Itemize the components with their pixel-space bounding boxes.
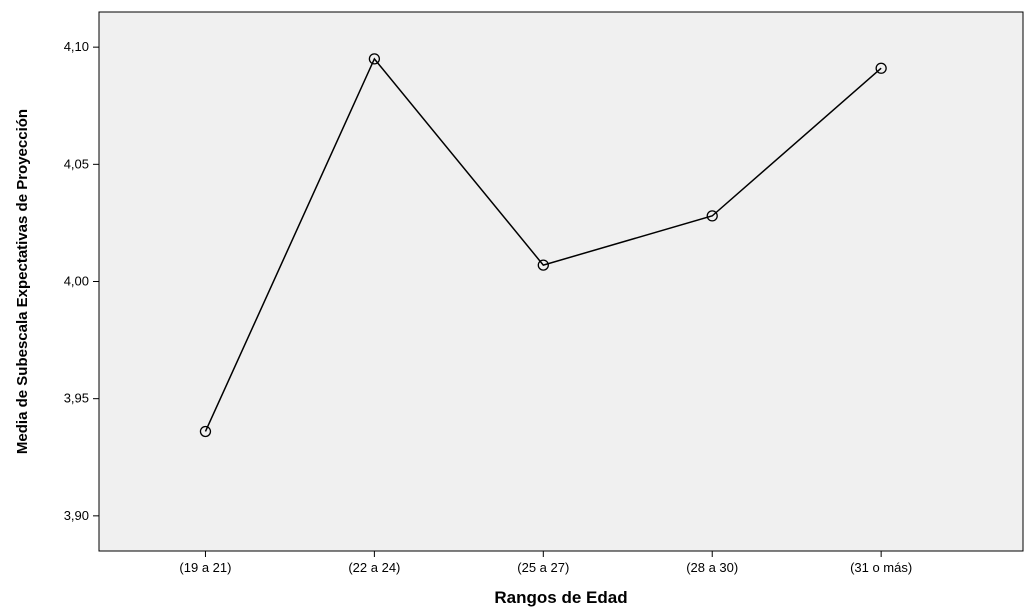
data-point-marker [706, 210, 718, 222]
y-tick-label: 3,90 [64, 508, 89, 523]
x-tick-label: (31 o más) [850, 560, 912, 575]
data-point-marker [875, 62, 887, 74]
x-axis-title: Rangos de Edad [494, 588, 627, 607]
data-point-marker [368, 53, 381, 65]
data-point-marker [199, 425, 212, 438]
x-tick-label: (28 a 30) [686, 560, 738, 575]
data-point-marker [537, 259, 549, 271]
x-tick-label: (25 a 27) [517, 560, 569, 575]
plot-area [98, 11, 1024, 552]
series-line [204, 57, 882, 432]
y-tick-label: 4,05 [64, 156, 89, 171]
series-group [199, 53, 887, 438]
y-tick-label: 4,10 [64, 39, 89, 54]
x-axis: (19 a 21) (22 a 24) (25 a 27) (28 a 30) (31 … [179, 551, 912, 575]
x-tick-label: (22 a 24) [348, 560, 400, 575]
y-axis-title: Media de Subescala Expectativas de Proye… [14, 109, 31, 454]
y-tick-label: 3,95 [64, 391, 89, 406]
y-tick-label: 4,00 [64, 274, 89, 289]
y-axis: 3,90 3,95 4,00 4,05 4,10 [64, 39, 99, 523]
x-tick-label: (19 a 21) [179, 560, 231, 575]
